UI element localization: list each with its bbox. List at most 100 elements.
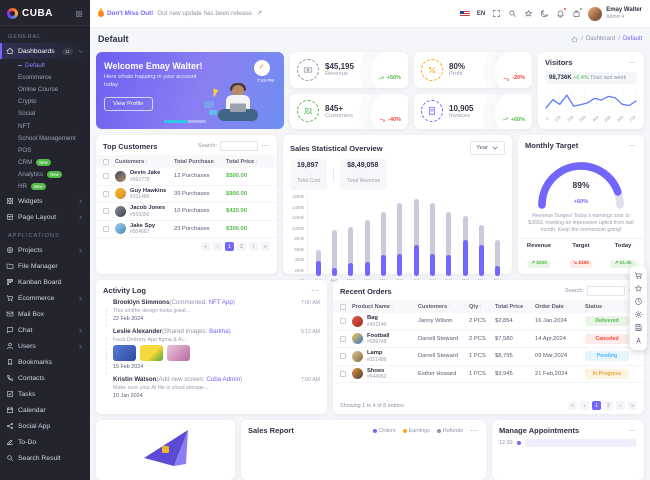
row-checkbox[interactable] xyxy=(340,335,346,342)
page-button-›[interactable]: › xyxy=(616,401,625,410)
orders-search-input[interactable] xyxy=(587,286,625,297)
shared-image[interactable] xyxy=(113,345,136,362)
sidebar-toggle-icon[interactable] xyxy=(75,10,83,18)
legend-earnings[interactable]: Earnings xyxy=(402,428,430,434)
page-button-›[interactable]: › xyxy=(249,242,258,252)
star-icon[interactable] xyxy=(634,284,643,293)
star-icon[interactable] xyxy=(524,9,533,18)
page-button-‹[interactable]: ‹ xyxy=(580,401,589,410)
bar-may[interactable]: May xyxy=(376,194,390,283)
sidebar-subitem-crypto[interactable]: Crypto xyxy=(18,98,37,106)
clock-icon[interactable] xyxy=(634,297,643,306)
activity-menu-button[interactable]: ⋯ xyxy=(311,285,320,295)
legend-refunds[interactable]: Refunds xyxy=(436,428,463,434)
column-header[interactable]: Customers↕ xyxy=(115,158,148,165)
column-header[interactable]: Total Purchase↕ xyxy=(174,158,218,165)
sidebar-subitem-default[interactable]: Default xyxy=(0,59,90,71)
order-row[interactable]: Bag #452140 Janny Wilson 2 PCS $2,854 16 Jan,… xyxy=(333,313,644,331)
page-button-»[interactable]: » xyxy=(261,242,270,252)
page-button-1[interactable]: 1 xyxy=(225,242,234,252)
sidebar-item-projects[interactable]: Projects xyxy=(0,242,90,258)
sidebar-subitem-ecommerce[interactable]: Ecommerce xyxy=(18,73,52,81)
sidebar-subitem-analytics[interactable]: Analytics New xyxy=(0,169,90,181)
row-checkbox[interactable] xyxy=(103,190,109,197)
activity-entry[interactable]: Kristin Watson(Add new screen: Cuba Admi… xyxy=(113,376,320,400)
activity-link[interactable]: Cuba Admin xyxy=(206,376,241,384)
bar-apr[interactable]: Apr xyxy=(360,194,374,283)
activity-entry[interactable]: Leslie Alexander(Shared images: Barkha) 6… xyxy=(96,328,327,376)
activity-link[interactable]: Barkha xyxy=(209,328,229,336)
customer-row[interactable]: Jake Spy #954687 23 Purchases $300.00 xyxy=(96,221,277,239)
order-row[interactable]: Lamp #321489 Darrell Steward 1 PCS $8,795 09 … xyxy=(333,348,644,366)
bar-oct[interactable]: Oct xyxy=(458,194,472,283)
row-checkbox[interactable] xyxy=(340,370,346,377)
column-header[interactable]: Order Date↕ xyxy=(535,303,568,310)
cart-bag-icon[interactable] xyxy=(572,7,584,18)
maximize-icon[interactable] xyxy=(492,9,501,18)
language-selector[interactable]: EN xyxy=(476,10,486,17)
sidebar-item-social-app[interactable]: Social App xyxy=(0,418,90,434)
column-header[interactable]: Status↕ xyxy=(585,303,606,310)
sidebar-item-file-manager[interactable]: File Manager xyxy=(0,258,90,274)
customers-menu-button[interactable]: ⋯ xyxy=(261,141,270,151)
sidebar-subitem-hr[interactable]: HR New xyxy=(0,181,90,193)
sidebar-item-to-do[interactable]: To-Do xyxy=(0,434,90,450)
visitors-menu-button[interactable]: ⋯ xyxy=(628,57,637,67)
sidebar-subitem-school-management[interactable]: School Management xyxy=(18,134,76,142)
bar-jul[interactable]: Jul xyxy=(409,194,423,283)
shared-image[interactable] xyxy=(167,345,190,362)
sidebar-item-page-layout[interactable]: Page Layout xyxy=(0,209,90,225)
monthly-menu-button[interactable]: ⋯ xyxy=(628,140,637,150)
order-row[interactable]: Football #696748 Darrell Steward 2 PCS $7,58… xyxy=(333,331,644,349)
view-profile-button[interactable]: View Profile xyxy=(104,97,153,111)
column-header[interactable]: Total Price↕ xyxy=(226,158,258,165)
bar-nov[interactable]: Nov xyxy=(475,194,489,283)
page-button-«[interactable]: « xyxy=(568,401,577,410)
appointments-menu-button[interactable]: ⋯ xyxy=(628,425,637,435)
sidebar-subitem-crm[interactable]: CRM New xyxy=(0,157,90,169)
sidebar-item-tasks[interactable]: Tasks xyxy=(0,386,90,402)
sidebar-item-calendar[interactable]: Calendar xyxy=(0,402,90,418)
sidebar-item-dashboards[interactable]: Dashboards 11 xyxy=(0,43,90,59)
breadcrumb-dashboard[interactable]: Dashboard xyxy=(585,36,616,42)
sidebar-subitem-pos[interactable]: POS xyxy=(18,146,32,154)
search-icon[interactable] xyxy=(508,9,517,18)
notifications-bell-icon[interactable] xyxy=(556,7,568,18)
row-checkbox[interactable] xyxy=(103,225,109,232)
user-menu[interactable]: Emay Walter Admin ▾ xyxy=(588,6,642,21)
sidebar-item-search-result[interactable]: Search Result xyxy=(0,450,90,466)
sidebar-item-widgets[interactable]: Widgets xyxy=(0,193,90,209)
row-checkbox[interactable] xyxy=(340,353,346,360)
select-all-checkbox[interactable] xyxy=(340,303,346,310)
bar-sep[interactable]: Sep xyxy=(442,194,456,283)
customers-search-input[interactable] xyxy=(220,141,258,152)
select-all-checkbox[interactable] xyxy=(103,158,109,165)
row-checkbox[interactable] xyxy=(103,208,109,215)
bar-dec[interactable]: Dec xyxy=(491,194,505,283)
sidebar-item-ecommerce[interactable]: Ecommerce xyxy=(0,290,90,306)
page-button-1[interactable]: 1 xyxy=(592,401,601,410)
sidebar-item-kanban-board[interactable]: Kanban Board xyxy=(0,274,90,290)
moon-icon[interactable] xyxy=(540,9,549,18)
bar-mar[interactable]: Mar xyxy=(344,194,358,283)
column-header[interactable]: Product Name↕ xyxy=(352,303,394,310)
page-button-2[interactable]: 2 xyxy=(604,401,613,410)
period-select[interactable]: Year xyxy=(470,141,505,156)
row-checkbox[interactable] xyxy=(340,318,346,325)
shared-image[interactable] xyxy=(140,345,163,362)
appointment-row[interactable]: 12:30 xyxy=(492,439,644,447)
column-header[interactable]: Customers↕ xyxy=(418,303,451,310)
order-row[interactable]: Shoes #644962 Esther Howard 1 PCS $9,945 21 F… xyxy=(333,366,644,384)
sidebar-item-bookmarks[interactable]: Bookmarks xyxy=(0,354,90,370)
gear-icon[interactable] xyxy=(634,310,643,319)
activity-entry[interactable]: Brooklyn Simmons(Commented: NFT App) 7:00… xyxy=(96,299,327,328)
legend-orders[interactable]: Orders xyxy=(373,428,396,434)
announcement-banner[interactable]: Don't Miss Out! Out new update has been … xyxy=(98,8,262,17)
text-icon[interactable] xyxy=(634,336,643,345)
sidebar-subitem-online-course[interactable]: Online Course xyxy=(18,85,59,93)
customer-row[interactable]: Jacob Jones #569356 10 Purchases $420.00 xyxy=(96,203,277,221)
save-icon[interactable] xyxy=(634,323,643,332)
home-icon[interactable] xyxy=(571,36,578,43)
sidebar-item-mail-box[interactable]: Mail Box xyxy=(0,306,90,322)
sales-report-menu-button[interactable]: ⋯ xyxy=(470,425,479,435)
